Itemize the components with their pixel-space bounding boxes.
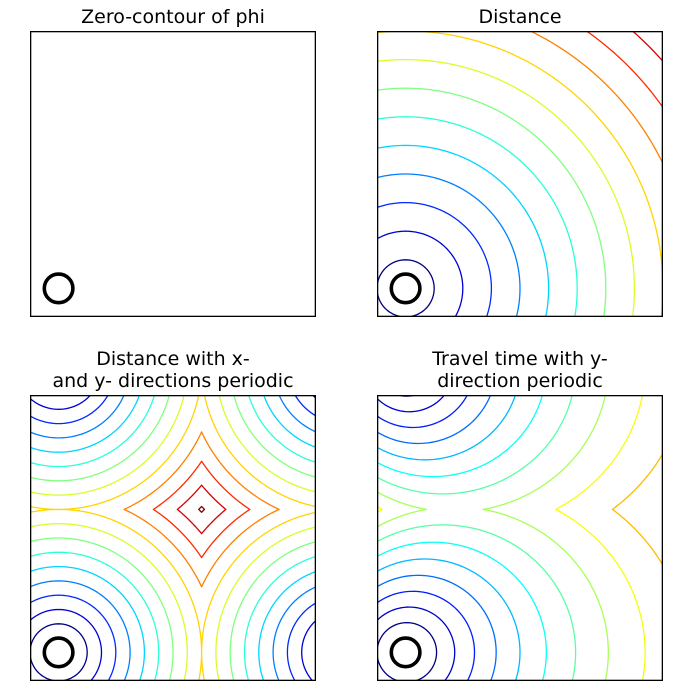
panel-title-zero-contour: Zero-contour of phi [81,6,265,28]
contour-line-6 [30,395,316,681]
axes-frame [30,31,316,317]
contour-line-3 [30,395,316,681]
zero-contour-circle [42,272,75,305]
zero-contour-circle [42,636,75,669]
contour-line-2 [30,395,316,681]
contour-line-9 [377,31,663,317]
contour-line-4 [377,173,521,317]
contour-line-3 [377,395,476,681]
contour-line-2 [377,230,464,317]
zero-contour-circle [389,272,422,305]
panel-title-travel-time: Travel time with y- direction periodic [432,348,608,392]
travel-time-contour-plot [377,395,663,681]
contour-line-8 [30,395,316,681]
contour-line-11 [585,31,663,109]
zero-contour-plot [30,31,316,317]
contour-line-9 [30,395,316,681]
contour-line-5 [30,395,316,681]
contour-line-7 [30,395,316,681]
panel-title-periodic-distance: Distance with x- and y- directions perio… [52,348,294,392]
zero-contour-circle [389,636,422,669]
contour-line-4 [30,395,316,681]
periodic-distance-contour-plot [30,395,316,681]
contour-line-12 [176,484,227,535]
contour-line-1 [377,259,435,317]
contour-line-3 [377,201,493,317]
axes-frame [30,395,316,681]
contour-line-4 [377,395,497,681]
contour-line-13 [198,505,206,513]
contour-line-10 [611,452,663,567]
axes-frame [377,395,663,681]
contour-line-10 [123,431,280,588]
contour-line-9 [377,395,646,681]
contour-line-12 [631,31,663,63]
axes-frame [377,31,663,317]
contour-line-10 [529,31,663,165]
distance-contour-plot [377,31,663,317]
contour-line-11 [152,460,251,559]
panel-title-distance: Distance [478,6,562,28]
contour-line-1 [30,395,316,681]
